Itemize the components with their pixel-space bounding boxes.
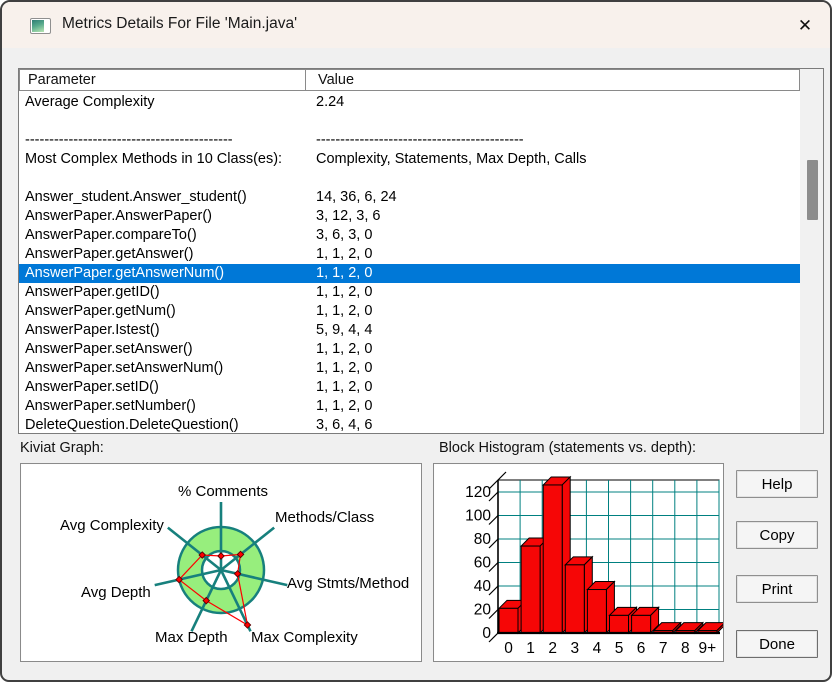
table-row[interactable]: Most Complex Methods in 10 Class(es): Com… (19, 150, 800, 169)
table-body: Average Complexity 2.24 ------------------… (19, 93, 800, 433)
table-row[interactable]: Average Complexity 2.24 (19, 93, 800, 112)
x-axis-tick-label: 4 (593, 640, 602, 657)
cell-parameter: AnswerPaper.compareTo() (25, 227, 197, 243)
print-button[interactable]: Print (736, 575, 818, 603)
table-row[interactable]: AnswerPaper.setAnswerNum() 1, 1, 2, 0 (19, 359, 800, 378)
cell-value: 1, 1, 2, 0 (316, 379, 373, 395)
x-axis-tick-label: 3 (570, 640, 579, 657)
cell-parameter: AnswerPaper.setNumber() (25, 398, 196, 414)
x-axis-tick-label: 9+ (699, 640, 717, 657)
cell-parameter: AnswerPaper.setID() (25, 379, 159, 395)
x-axis-tick-label: 1 (526, 640, 535, 657)
cell-parameter: AnswerPaper.AnswerPaper() (25, 208, 212, 224)
x-axis-tick-label: 8 (681, 640, 690, 657)
kiviat-graph-label: Kiviat Graph: (20, 440, 104, 456)
cell-parameter: DeleteQuestion.DeleteQuestion() (25, 417, 239, 433)
table-row[interactable]: AnswerPaper.compareTo() 3, 6, 3, 0 (19, 226, 800, 245)
table-row[interactable]: ----------------------------------------… (19, 131, 800, 150)
table-row[interactable]: AnswerPaper.setAnswer() 1, 1, 2, 0 (19, 340, 800, 359)
cell-value: 5, 9, 4, 4 (316, 322, 373, 338)
kiviat-axis-label: Avg Complexity (60, 517, 164, 534)
table-header: Parameter Value (19, 69, 800, 91)
scrollbar-thumb[interactable] (807, 160, 818, 220)
cell-parameter: AnswerPaper.Istest() (25, 322, 160, 338)
kiviat-axis-label: Max Complexity (251, 629, 358, 646)
cell-value: 1, 1, 2, 0 (316, 246, 373, 262)
y-axis-tick-label: 100 (465, 508, 491, 525)
histogram-panel: 0 20 40 60 80 100 120 0 1 2 3 4 5 6 7 8 9+ (433, 463, 724, 662)
kiviat-axis-label: Avg Stmts/Method (287, 575, 409, 592)
x-axis-tick-label: 6 (637, 640, 646, 657)
cell-parameter: AnswerPaper.setAnswerNum() (25, 360, 224, 376)
x-axis-tick-label: 2 (548, 640, 557, 657)
metrics-table: Parameter Value Average Complexity 2.24 --… (18, 68, 824, 434)
x-axis-tick-label: 0 (504, 640, 513, 657)
cell-value: 3, 6, 4, 6 (316, 417, 373, 433)
table-row[interactable]: AnswerPaper.setID() 1, 1, 2, 0 (19, 378, 800, 397)
cell-parameter: AnswerPaper.getAnswer() (25, 246, 194, 262)
copy-button[interactable]: Copy (736, 521, 818, 549)
done-button[interactable]: Done (736, 630, 818, 658)
table-row[interactable]: AnswerPaper.getID() 1, 1, 2, 0 (19, 283, 800, 302)
table-row[interactable]: AnswerPaper.getNum() 1, 1, 2, 0 (19, 302, 800, 321)
cell-value: 1, 1, 2, 0 (316, 360, 373, 376)
kiviat-axis-label: Max Depth (155, 629, 228, 646)
cell-value: ----------------------------------------… (316, 132, 524, 148)
close-icon[interactable]: ✕ (797, 16, 813, 35)
cell-value: 1, 1, 2, 0 (316, 341, 373, 357)
cell-value: 3, 6, 3, 0 (316, 227, 373, 243)
title-bar: Metrics Details For File 'Main.java' ✕ (2, 2, 830, 48)
x-axis-tick-label: 7 (659, 640, 668, 657)
cell-parameter: Answer_student.Answer_student() (25, 189, 247, 205)
histogram-label: Block Histogram (statements vs. depth): (439, 440, 697, 456)
column-header-value[interactable]: Value (305, 70, 799, 90)
y-axis-tick-label: 120 (465, 484, 491, 501)
kiviat-axis-label: Avg Depth (81, 584, 151, 601)
table-row[interactable]: AnswerPaper.AnswerPaper() 3, 12, 3, 6 (19, 207, 800, 226)
y-axis-tick-label: 60 (474, 555, 492, 572)
cell-value: 14, 36, 6, 24 (316, 189, 397, 205)
cell-parameter: AnswerPaper.setAnswer() (25, 341, 193, 357)
y-axis-tick-label: 20 (474, 602, 492, 619)
table-row[interactable] (19, 169, 800, 188)
cell-parameter: AnswerPaper.getNum() (25, 303, 176, 319)
table-row[interactable]: AnswerPaper.getAnswer() 1, 1, 2, 0 (19, 245, 800, 264)
cell-value: 1, 1, 2, 0 (316, 398, 373, 414)
table-row[interactable]: AnswerPaper.setNumber() 1, 1, 2, 0 (19, 397, 800, 416)
kiviat-graph-panel: % Comments Methods/Class Avg Stmts/Method M… (20, 463, 422, 662)
cell-parameter: Average Complexity (25, 94, 155, 110)
cell-value: 1, 1, 2, 0 (316, 265, 373, 281)
window-title: Metrics Details For File 'Main.java' (62, 15, 298, 32)
vertical-scrollbar[interactable] (800, 69, 823, 433)
help-button[interactable]: Help (736, 470, 818, 498)
cell-parameter: AnswerPaper.getAnswerNum() (25, 265, 225, 281)
cell-parameter: ----------------------------------------… (25, 132, 233, 148)
cell-parameter: AnswerPaper.getID() (25, 284, 160, 300)
column-header-parameter[interactable]: Parameter (28, 72, 96, 88)
app-icon (30, 18, 51, 34)
table-row[interactable]: AnswerPaper.Istest() 5, 9, 4, 4 (19, 321, 800, 340)
y-axis-tick-label: 80 (474, 531, 492, 548)
cell-parameter: Most Complex Methods in 10 Class(es): (25, 151, 283, 167)
cell-value: 3, 12, 3, 6 (316, 208, 381, 224)
cell-value: Complexity, Statements, Max Depth, Calls (316, 151, 587, 167)
app-icon-glyph (32, 20, 44, 32)
table-row[interactable]: Answer_student.Answer_student() 14, 36, 6… (19, 188, 800, 207)
x-axis-tick-label: 5 (615, 640, 624, 657)
cell-value: 2.24 (316, 94, 345, 110)
kiviat-axis-label: Methods/Class (275, 509, 374, 526)
y-axis-tick-label: 40 (474, 578, 492, 595)
y-axis-tick-label: 0 (482, 625, 491, 642)
kiviat-radar-chart: % Comments Methods/Class Avg Stmts/Method M… (60, 483, 409, 646)
kiviat-axis-label: % Comments (178, 483, 268, 500)
table-row[interactable]: AnswerPaper.getAnswerNum() 1, 1, 2, 0 (19, 264, 800, 283)
cell-value: 1, 1, 2, 0 (316, 303, 373, 319)
cell-value: 1, 1, 2, 0 (316, 284, 373, 300)
table-row[interactable] (19, 112, 800, 131)
table-row[interactable]: DeleteQuestion.DeleteQuestion() 3, 6, 4, … (19, 416, 800, 433)
